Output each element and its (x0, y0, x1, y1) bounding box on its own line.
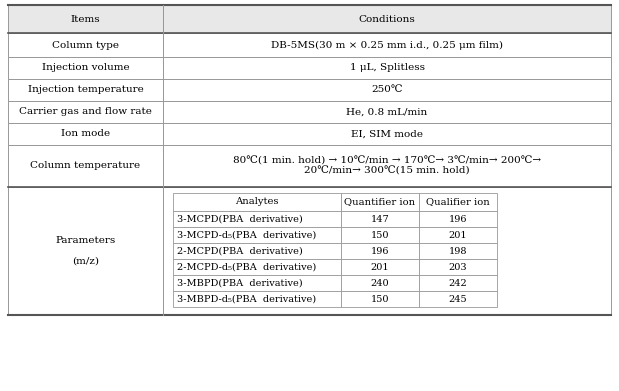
Text: 2-MCPD(PBA  derivative): 2-MCPD(PBA derivative) (177, 246, 303, 255)
Bar (173, 275, 341, 291)
Bar (419, 227, 497, 243)
Bar (8, 33, 163, 57)
Bar (163, 145, 611, 187)
Text: Column temperature: Column temperature (30, 161, 141, 170)
Text: 198: 198 (449, 246, 467, 255)
Text: Items: Items (71, 14, 100, 23)
Bar (163, 101, 611, 123)
Bar (341, 259, 419, 275)
Bar (163, 123, 611, 145)
Bar (163, 33, 611, 57)
Bar (173, 193, 341, 211)
Bar (8, 5, 163, 33)
Bar (419, 275, 497, 291)
Text: Qualifier ion: Qualifier ion (426, 197, 490, 206)
Text: 3-MBPD-d₅(PBA  derivative): 3-MBPD-d₅(PBA derivative) (177, 294, 316, 303)
Bar (341, 193, 419, 211)
Text: Parameters

(m/z): Parameters (m/z) (55, 236, 116, 266)
Text: EI, SIM mode: EI, SIM mode (351, 129, 423, 138)
Text: 147: 147 (371, 215, 389, 224)
Text: 3-MCPD-d₅(PBA  derivative): 3-MCPD-d₅(PBA derivative) (177, 231, 316, 240)
Bar (341, 291, 419, 307)
Bar (163, 57, 611, 79)
Text: Ion mode: Ion mode (61, 129, 110, 138)
Text: Quantifier ion: Quantifier ion (344, 197, 415, 206)
Text: He, 0.8 mL/min: He, 0.8 mL/min (347, 108, 428, 117)
Bar (163, 79, 611, 101)
Bar (419, 193, 497, 211)
Bar (8, 57, 163, 79)
Text: 196: 196 (449, 215, 467, 224)
Bar (173, 243, 341, 259)
Bar (163, 5, 611, 33)
Text: 3-MCPD(PBA  derivative): 3-MCPD(PBA derivative) (177, 215, 303, 224)
Bar (8, 123, 163, 145)
Text: 80℃(1 min. hold) → 10℃/min → 170℃→ 3℃/min→ 200℃→
20℃/min→ 300℃(15 min. hold): 80℃(1 min. hold) → 10℃/min → 170℃→ 3℃/mi… (233, 156, 541, 176)
Text: Injection volume: Injection volume (41, 63, 129, 72)
Text: 1 μL, Splitless: 1 μL, Splitless (350, 63, 425, 72)
Text: 2-MCPD-d₅(PBA  derivative): 2-MCPD-d₅(PBA derivative) (177, 262, 316, 271)
Bar (8, 79, 163, 101)
Text: 196: 196 (371, 246, 389, 255)
Bar (8, 145, 163, 187)
Text: 245: 245 (449, 294, 467, 303)
Bar (419, 243, 497, 259)
Bar (341, 227, 419, 243)
Bar (8, 101, 163, 123)
Text: Analytes: Analytes (235, 197, 279, 206)
Text: 150: 150 (371, 294, 389, 303)
Bar (419, 291, 497, 307)
Text: 201: 201 (371, 262, 389, 271)
Text: DB-5MS(30 m × 0.25 mm i.d., 0.25 μm film): DB-5MS(30 m × 0.25 mm i.d., 0.25 μm film… (271, 40, 503, 50)
Bar (173, 227, 341, 243)
Text: 240: 240 (371, 278, 389, 287)
Bar (163, 187, 611, 315)
Bar (173, 211, 341, 227)
Text: 203: 203 (449, 262, 467, 271)
Text: 201: 201 (449, 231, 467, 240)
Text: Conditions: Conditions (358, 14, 415, 23)
Bar (341, 275, 419, 291)
Text: 250℃: 250℃ (371, 86, 403, 95)
Bar (419, 211, 497, 227)
Text: 150: 150 (371, 231, 389, 240)
Bar (8, 187, 163, 315)
Bar (341, 211, 419, 227)
Text: Column type: Column type (52, 41, 119, 50)
Bar (173, 259, 341, 275)
Text: 242: 242 (449, 278, 467, 287)
Bar (173, 291, 341, 307)
Bar (341, 243, 419, 259)
Bar (419, 259, 497, 275)
Text: Carrier gas and flow rate: Carrier gas and flow rate (19, 108, 152, 117)
Text: 3-MBPD(PBA  derivative): 3-MBPD(PBA derivative) (177, 278, 303, 287)
Text: Injection temperature: Injection temperature (28, 86, 144, 95)
